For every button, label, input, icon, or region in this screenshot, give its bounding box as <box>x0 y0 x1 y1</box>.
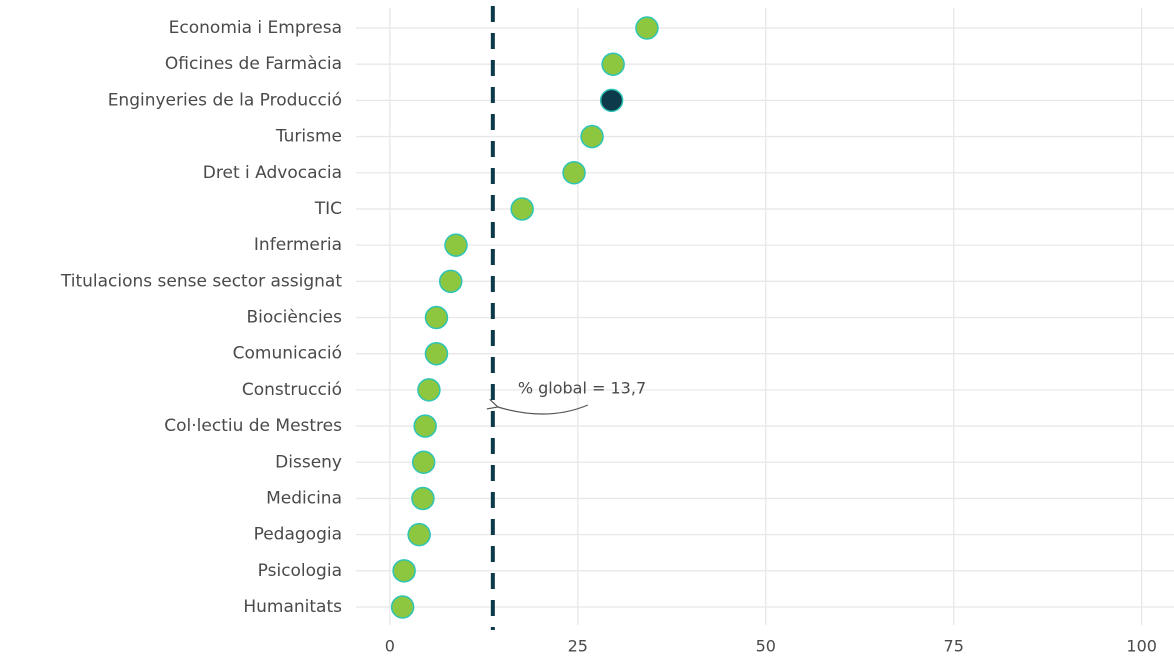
y-tick-label: Oficines de Farmàcia <box>165 54 342 74</box>
dot <box>599 88 624 113</box>
dot <box>417 378 441 402</box>
dot <box>510 197 534 221</box>
dot <box>580 124 604 149</box>
y-tick-label: Dret i Advocacia <box>203 163 342 183</box>
y-tick-label: Infermeria <box>254 235 342 255</box>
y-tick-label: Titulacions sense sector assignat <box>60 271 342 291</box>
dot <box>562 161 586 185</box>
dot <box>413 414 437 438</box>
x-tick-label: 0 <box>385 637 395 656</box>
dot <box>601 52 625 76</box>
dot <box>392 559 416 583</box>
y-tick-label: Medicina <box>266 488 342 508</box>
y-tick-label: Col·lectiu de Mestres <box>164 416 342 436</box>
y-tick-label: Pedagogia <box>254 525 342 545</box>
x-tick-label: 75 <box>944 637 964 656</box>
dot <box>424 305 449 330</box>
dot <box>390 595 415 619</box>
y-tick-label: Biociències <box>247 308 343 328</box>
dot <box>438 269 463 294</box>
dot <box>407 522 431 547</box>
dot <box>411 450 436 474</box>
x-tick-label: 100 <box>1126 637 1157 656</box>
dot <box>444 233 468 257</box>
y-tick-label: Economia i Empresa <box>169 18 342 38</box>
y-tick-label: Turisme <box>275 127 342 147</box>
x-tick-label: 50 <box>756 637 776 656</box>
y-tick-label: Disseny <box>275 452 342 472</box>
dot <box>635 16 659 40</box>
x-tick-label: 25 <box>568 637 588 656</box>
annotation: % global = 13,7 <box>518 379 646 398</box>
y-tick-label: Enginyeries de la Producció <box>108 90 342 110</box>
y-tick-label: Comunicació <box>233 344 342 364</box>
dot <box>424 341 449 366</box>
y-tick-label: Humanitats <box>243 597 342 617</box>
dot <box>411 486 435 511</box>
y-tick-label: TIC <box>314 199 342 219</box>
annotation-arrow <box>498 405 589 415</box>
y-tick-label: Psicologia <box>258 561 342 581</box>
y-tick-label: Construcció <box>242 380 342 400</box>
